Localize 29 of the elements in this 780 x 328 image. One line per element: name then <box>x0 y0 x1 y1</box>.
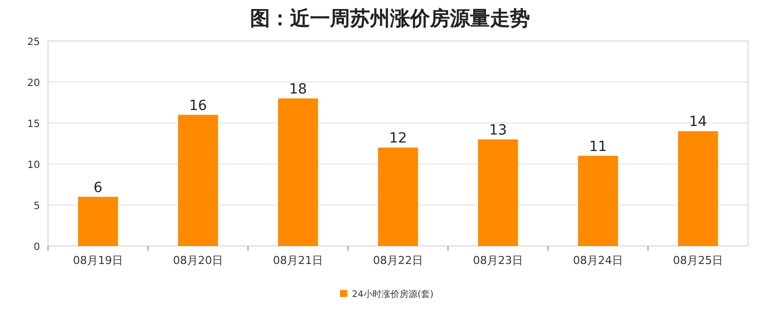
x-tick-label: 08月21日 <box>273 254 323 267</box>
x-tick-label: 08月25日 <box>673 254 723 267</box>
y-tick-label: 15 <box>27 119 40 130</box>
y-tick-label: 5 <box>34 201 40 212</box>
bar <box>678 131 718 246</box>
y-tick-label: 25 <box>27 37 40 48</box>
bar <box>278 98 318 246</box>
x-tick-label: 08月24日 <box>573 254 623 267</box>
y-tick-label: 0 <box>34 242 40 253</box>
legend-label: 24小时涨价房源(套) <box>352 289 434 300</box>
bar <box>578 156 618 246</box>
x-tick-label: 08月22日 <box>373 254 423 267</box>
y-tick-label: 10 <box>27 160 40 171</box>
x-tick-label: 08月23日 <box>473 254 523 267</box>
data-label: 11 <box>589 138 607 155</box>
data-label: 13 <box>489 122 507 138</box>
x-tick-label: 08月20日 <box>173 254 223 267</box>
data-label: 18 <box>289 81 307 98</box>
x-tick-label: 08月19日 <box>73 254 123 267</box>
data-label: 16 <box>189 98 207 114</box>
bar <box>478 139 518 246</box>
bar <box>178 114 218 246</box>
chart-title: 图：近一周苏州涨价房源量走势 <box>250 6 530 30</box>
data-label: 14 <box>689 114 707 130</box>
data-label: 6 <box>94 180 103 196</box>
data-label: 12 <box>389 130 407 147</box>
y-tick-label: 20 <box>27 78 40 89</box>
bar <box>78 196 118 246</box>
bar <box>378 148 418 246</box>
